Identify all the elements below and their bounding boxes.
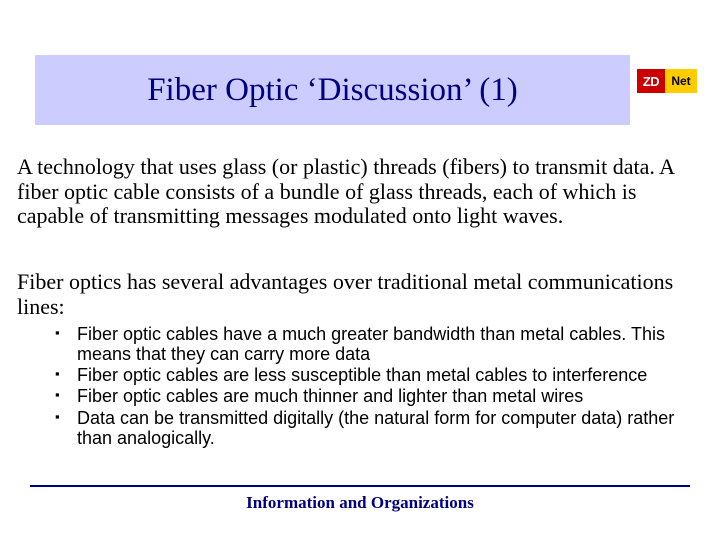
list-item: ▪ Fiber optic cables have a much greater… bbox=[55, 324, 695, 364]
bullet-text: Fiber optic cables are less susceptible … bbox=[77, 365, 695, 385]
list-item: ▪ Fiber optic cables are much thinner an… bbox=[55, 386, 695, 406]
bullet-text: Fiber optic cables are much thinner and … bbox=[77, 386, 695, 406]
bullet-list: ▪ Fiber optic cables have a much greater… bbox=[55, 324, 695, 449]
slide-title: Fiber Optic ‘Discussion’ (1) bbox=[147, 72, 518, 109]
logo-zd: ZD bbox=[637, 69, 665, 93]
logo-net: Net bbox=[665, 69, 697, 93]
bullet-text: Data can be transmitted digitally (the n… bbox=[77, 408, 695, 448]
bullet-marker: ▪ bbox=[55, 324, 77, 342]
footer-text: Information and Organizations bbox=[0, 493, 720, 513]
bullet-marker: ▪ bbox=[55, 408, 77, 426]
paragraph-1: A technology that uses glass (or plastic… bbox=[17, 155, 702, 229]
bullet-text: Fiber optic cables have a much greater b… bbox=[77, 324, 695, 364]
title-bar: Fiber Optic ‘Discussion’ (1) bbox=[35, 55, 630, 125]
bullet-marker: ▪ bbox=[55, 365, 77, 383]
list-item: ▪ Data can be transmitted digitally (the… bbox=[55, 408, 695, 448]
paragraph-2: Fiber optics has several advantages over… bbox=[17, 270, 702, 319]
footer-divider bbox=[30, 485, 690, 487]
bullet-marker: ▪ bbox=[55, 386, 77, 404]
list-item: ▪ Fiber optic cables are less susceptibl… bbox=[55, 365, 695, 385]
zdnet-logo: ZD Net bbox=[637, 69, 697, 99]
